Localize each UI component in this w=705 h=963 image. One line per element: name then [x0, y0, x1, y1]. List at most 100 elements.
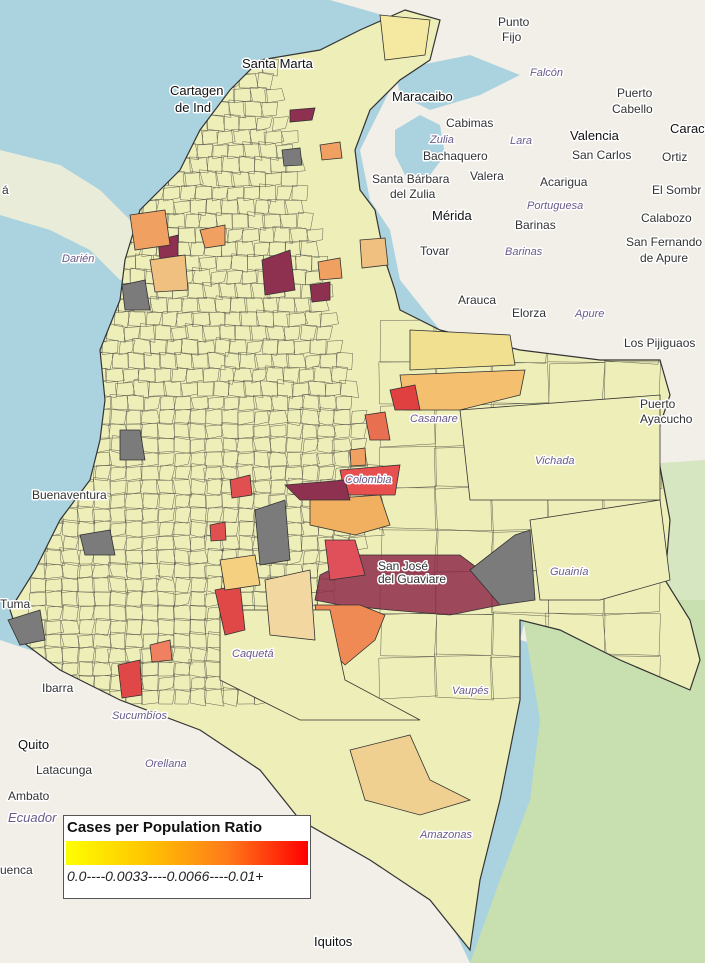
municipality-cell[interactable]: [78, 646, 96, 664]
municipality-cell[interactable]: [238, 155, 256, 175]
municipality-cell[interactable]: [222, 437, 240, 453]
municipality-cell[interactable]: [43, 548, 65, 566]
municipality-cell[interactable]: [252, 394, 275, 412]
municipality-cell[interactable]: [254, 155, 272, 175]
municipality-cell[interactable]: [155, 548, 177, 566]
municipality-cell[interactable]: [94, 491, 111, 511]
municipality-cell[interactable]: [243, 380, 264, 398]
municipality-cell[interactable]: [238, 520, 256, 538]
municipality-cell[interactable]: [238, 311, 260, 327]
municipality-cell[interactable]: [350, 410, 368, 425]
municipality-cell[interactable]: [147, 381, 167, 397]
region-red-nariño[interactable]: [117, 659, 143, 699]
municipality-cell[interactable]: [110, 620, 127, 635]
municipality-cell[interactable]: [62, 561, 79, 581]
municipality-cell[interactable]: [318, 466, 336, 481]
municipality-cell[interactable]: [166, 338, 184, 356]
municipality-cell[interactable]: [59, 619, 81, 635]
municipality-cell[interactable]: [174, 452, 192, 468]
municipality-cell[interactable]: [293, 340, 311, 356]
municipality-cell[interactable]: [298, 239, 320, 259]
municipality-cell[interactable]: [190, 506, 207, 524]
municipality-cell[interactable]: [378, 656, 438, 700]
municipality-cell[interactable]: [315, 424, 337, 440]
municipality-cell[interactable]: [126, 480, 144, 496]
municipality-cell[interactable]: [220, 155, 241, 175]
municipality-cell[interactable]: [283, 283, 301, 299]
municipality-cell[interactable]: [158, 492, 176, 510]
municipality-cell[interactable]: [206, 477, 224, 497]
municipality-cell[interactable]: [190, 396, 210, 412]
municipality-cell[interactable]: [224, 352, 242, 370]
region-orange-huila2[interactable]: [219, 554, 261, 591]
municipality-cell[interactable]: [258, 141, 279, 161]
municipality-cell[interactable]: [191, 353, 210, 369]
municipality-cell[interactable]: [202, 130, 219, 145]
municipality-cell[interactable]: [286, 451, 303, 467]
municipality-cell[interactable]: [294, 297, 312, 313]
municipality-cell[interactable]: [264, 88, 286, 104]
municipality-cell[interactable]: [125, 536, 143, 552]
municipality-cell[interactable]: [137, 367, 156, 383]
municipality-cell[interactable]: [189, 156, 209, 174]
municipality-cell[interactable]: [126, 561, 143, 581]
municipality-cell[interactable]: [184, 213, 202, 229]
municipality-cell[interactable]: [302, 394, 321, 413]
municipality-cell[interactable]: [205, 408, 223, 426]
municipality-cell[interactable]: [62, 604, 79, 622]
municipality-cell[interactable]: [142, 578, 160, 594]
municipality-cell[interactable]: [279, 213, 297, 229]
municipality-cell[interactable]: [123, 326, 141, 342]
municipality-cell[interactable]: [110, 466, 127, 482]
municipality-cell[interactable]: [180, 185, 197, 201]
municipality-cell[interactable]: [222, 687, 240, 707]
municipality-cell[interactable]: [302, 438, 320, 454]
municipality-cell[interactable]: [302, 550, 320, 565]
municipality-cell[interactable]: [173, 436, 191, 454]
municipality-cell[interactable]: [190, 478, 208, 496]
municipality-cell[interactable]: [285, 241, 302, 257]
municipality-cell[interactable]: [124, 645, 144, 665]
municipality-cell[interactable]: [189, 241, 207, 257]
municipality-cell[interactable]: [238, 73, 259, 89]
municipality-cell[interactable]: [205, 494, 223, 510]
municipality-cell[interactable]: [281, 171, 298, 187]
region-red-putumayo[interactable]: [149, 639, 173, 663]
municipality-cell[interactable]: [202, 368, 220, 383]
municipality-cell[interactable]: [157, 604, 175, 622]
municipality-cell[interactable]: [227, 379, 247, 399]
municipality-cell[interactable]: [174, 576, 192, 594]
municipality-cell[interactable]: [262, 338, 279, 356]
municipality-cell[interactable]: [206, 606, 224, 622]
municipality-cell[interactable]: [107, 648, 129, 663]
municipality-cell[interactable]: [241, 270, 259, 286]
municipality-cell[interactable]: [604, 613, 661, 657]
municipality-cell[interactable]: [76, 505, 96, 525]
municipality-cell[interactable]: [94, 675, 111, 691]
municipality-cell[interactable]: [219, 535, 241, 551]
municipality-cell[interactable]: [204, 451, 224, 467]
municipality-cell[interactable]: [249, 129, 267, 145]
municipality-cell[interactable]: [173, 421, 191, 441]
municipality-cell[interactable]: [319, 312, 339, 328]
municipality-cell[interactable]: [286, 408, 304, 426]
municipality-cell[interactable]: [125, 466, 143, 482]
municipality-cell[interactable]: [204, 676, 224, 692]
municipality-cell[interactable]: [174, 689, 192, 705]
municipality-cell[interactable]: [143, 396, 161, 411]
municipality-cell[interactable]: [62, 519, 79, 539]
municipality-cell[interactable]: [264, 325, 287, 341]
municipality-cell[interactable]: [232, 367, 254, 383]
municipality-cell[interactable]: [306, 228, 324, 244]
municipality-cell[interactable]: [259, 227, 276, 243]
municipality-cell[interactable]: [215, 170, 236, 188]
municipality-cell[interactable]: [173, 633, 191, 649]
municipality-cell[interactable]: [78, 619, 96, 635]
municipality-cell[interactable]: [108, 562, 128, 580]
municipality-cell[interactable]: [141, 619, 159, 635]
municipality-cell[interactable]: [202, 281, 223, 301]
municipality-cell[interactable]: [231, 253, 248, 273]
municipality-cell[interactable]: [44, 645, 64, 665]
municipality-cell[interactable]: [316, 325, 333, 341]
